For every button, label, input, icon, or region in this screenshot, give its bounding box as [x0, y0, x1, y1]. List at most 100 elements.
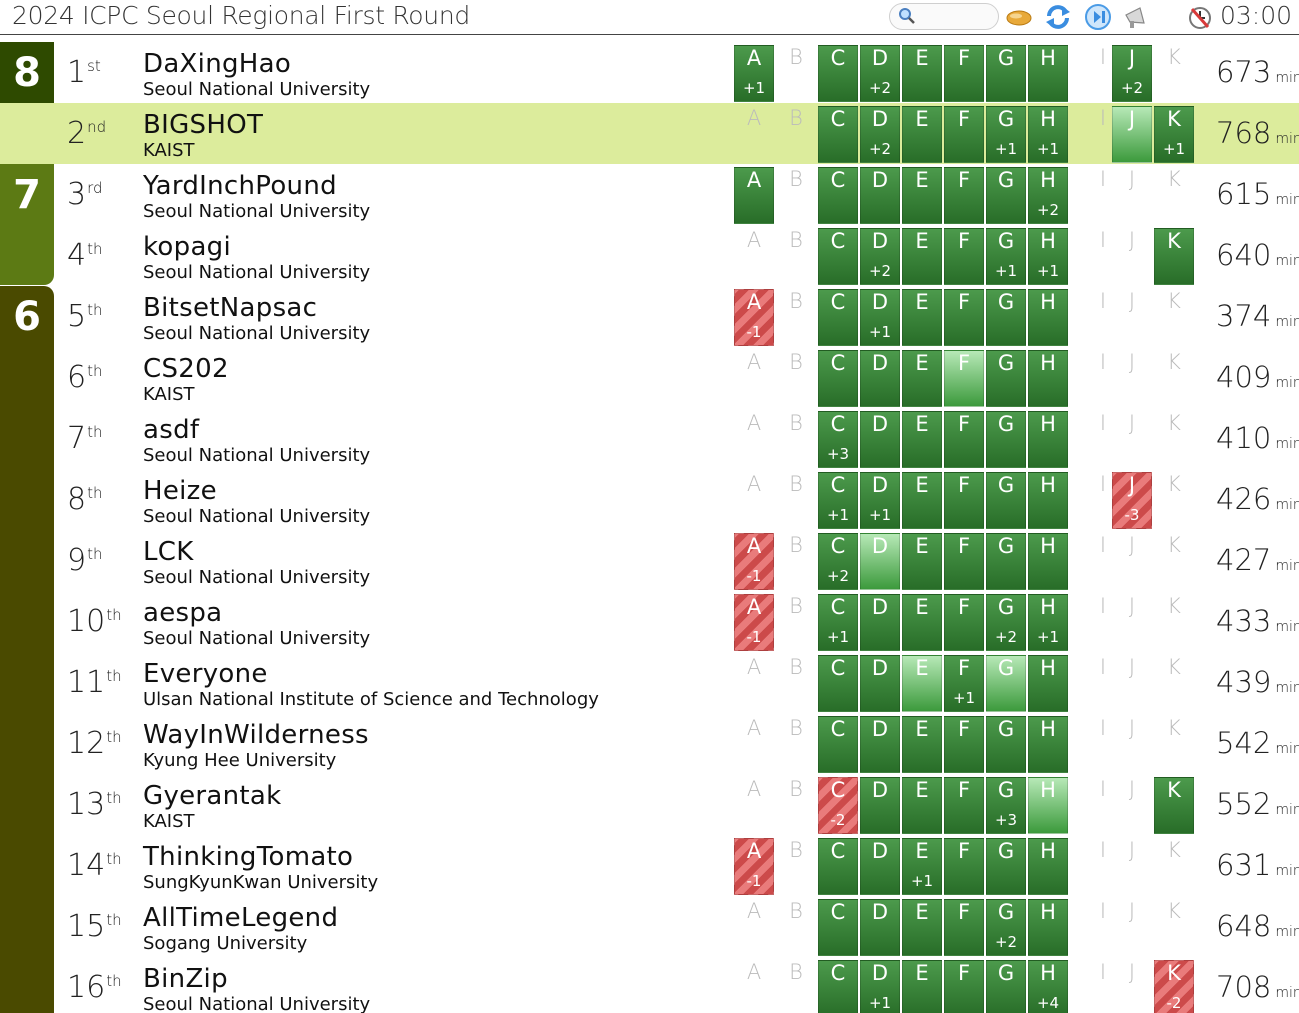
problem-cell[interactable]: G: [986, 533, 1026, 590]
problem-cell[interactable]: K: [1154, 45, 1194, 102]
problem-cell[interactable]: A: [734, 960, 774, 1013]
problem-cell[interactable]: I: [1083, 167, 1123, 224]
problem-cell[interactable]: K: [1154, 228, 1194, 285]
problem-cell[interactable]: J +2: [1112, 45, 1152, 102]
problem-cell[interactable]: E: [902, 777, 942, 834]
problem-cell[interactable]: C: [818, 899, 858, 956]
problem-cell[interactable]: J: [1112, 960, 1152, 1013]
problem-cell[interactable]: A +1: [734, 45, 774, 102]
problem-cell[interactable]: I: [1083, 289, 1123, 346]
problem-cell[interactable]: J: [1112, 350, 1152, 407]
problem-cell[interactable]: C: [818, 960, 858, 1013]
problem-cell[interactable]: B: [776, 777, 816, 834]
problem-cell[interactable]: F: [944, 899, 984, 956]
problem-cell[interactable]: F: [944, 228, 984, 285]
problem-cell[interactable]: G: [986, 45, 1026, 102]
problem-cell[interactable]: D: [860, 777, 900, 834]
problem-cell[interactable]: H +1: [1028, 228, 1068, 285]
problem-cell[interactable]: E: [902, 655, 942, 712]
problem-cell[interactable]: J -3: [1112, 472, 1152, 529]
team-row[interactable]: 4th kopagi Seoul National University A B C D +2…: [0, 225, 1299, 286]
problem-cell[interactable]: G: [986, 350, 1026, 407]
problem-cell[interactable]: K: [1154, 838, 1194, 895]
problem-cell[interactable]: J: [1112, 655, 1152, 712]
problem-cell[interactable]: C: [818, 45, 858, 102]
problem-cell[interactable]: G: [986, 960, 1026, 1013]
balloon-icon[interactable]: [1005, 3, 1033, 31]
problem-cell[interactable]: H: [1028, 899, 1068, 956]
problem-cell[interactable]: H: [1028, 289, 1068, 346]
problem-cell[interactable]: I: [1083, 777, 1123, 834]
problem-cell[interactable]: K: [1154, 899, 1194, 956]
problem-cell[interactable]: A: [734, 411, 774, 468]
problem-cell[interactable]: D +2: [860, 106, 900, 163]
problem-cell[interactable]: H: [1028, 716, 1068, 773]
problem-cell[interactable]: G +2: [986, 899, 1026, 956]
problem-cell[interactable]: D: [860, 533, 900, 590]
problem-cell[interactable]: D +1: [860, 960, 900, 1013]
problem-cell[interactable]: H: [1028, 411, 1068, 468]
problem-cell[interactable]: C: [818, 716, 858, 773]
problem-cell[interactable]: C +3: [818, 411, 858, 468]
problem-cell[interactable]: B: [776, 228, 816, 285]
problem-cell[interactable]: C +2: [818, 533, 858, 590]
problem-cell[interactable]: F: [944, 533, 984, 590]
problem-cell[interactable]: J: [1112, 777, 1152, 834]
problem-cell[interactable]: B: [776, 838, 816, 895]
problem-cell[interactable]: G +1: [986, 228, 1026, 285]
problem-cell[interactable]: G: [986, 167, 1026, 224]
team-row[interactable]: 7th asdf Seoul National University A B C +3 D E F…: [0, 408, 1299, 469]
problem-cell[interactable]: A: [734, 350, 774, 407]
problem-cell[interactable]: K: [1154, 167, 1194, 224]
problem-cell[interactable]: F: [944, 960, 984, 1013]
problem-cell[interactable]: E: [902, 716, 942, 773]
problem-cell[interactable]: E: [902, 594, 942, 651]
problem-cell[interactable]: G: [986, 655, 1026, 712]
problem-cell[interactable]: H: [1028, 45, 1068, 102]
problem-cell[interactable]: F: [944, 838, 984, 895]
problem-cell[interactable]: D: [860, 716, 900, 773]
problem-cell[interactable]: F: [944, 167, 984, 224]
problem-cell[interactable]: E: [902, 106, 942, 163]
problem-cell[interactable]: C: [818, 228, 858, 285]
problem-cell[interactable]: I: [1083, 45, 1123, 102]
next-icon[interactable]: [1084, 3, 1112, 31]
problem-cell[interactable]: H: [1028, 777, 1068, 834]
problem-cell[interactable]: A -1: [734, 838, 774, 895]
problem-cell[interactable]: E +1: [902, 838, 942, 895]
problem-cell[interactable]: D: [860, 350, 900, 407]
problem-cell[interactable]: I: [1083, 106, 1123, 163]
problem-cell[interactable]: E: [902, 289, 942, 346]
problem-cell[interactable]: A: [734, 716, 774, 773]
problem-cell[interactable]: K: [1154, 533, 1194, 590]
problem-cell[interactable]: F: [944, 45, 984, 102]
problem-cell[interactable]: D +2: [860, 45, 900, 102]
problem-cell[interactable]: K: [1154, 716, 1194, 773]
problem-cell[interactable]: D: [860, 655, 900, 712]
problem-cell[interactable]: B: [776, 106, 816, 163]
problem-cell[interactable]: K -2: [1154, 960, 1194, 1013]
problem-cell[interactable]: H: [1028, 533, 1068, 590]
problem-cell[interactable]: C: [818, 167, 858, 224]
problem-cell[interactable]: E: [902, 167, 942, 224]
problem-cell[interactable]: H: [1028, 838, 1068, 895]
problem-cell[interactable]: I: [1083, 228, 1123, 285]
problem-cell[interactable]: B: [776, 655, 816, 712]
problem-cell[interactable]: H +4: [1028, 960, 1068, 1013]
problem-cell[interactable]: I: [1083, 533, 1123, 590]
problem-cell[interactable]: C -2: [818, 777, 858, 834]
problem-cell[interactable]: I: [1083, 350, 1123, 407]
problem-cell[interactable]: F: [944, 594, 984, 651]
problem-cell[interactable]: J: [1112, 289, 1152, 346]
problem-cell[interactable]: F: [944, 350, 984, 407]
team-row[interactable]: 3rd YardInchPound Seoul National Universit…: [0, 164, 1299, 225]
problem-cell[interactable]: I: [1083, 838, 1123, 895]
problem-cell[interactable]: B: [776, 594, 816, 651]
problem-cell[interactable]: J: [1112, 899, 1152, 956]
problem-cell[interactable]: F +1: [944, 655, 984, 712]
problem-cell[interactable]: I: [1083, 655, 1123, 712]
problem-cell[interactable]: K: [1154, 350, 1194, 407]
problem-cell[interactable]: H: [1028, 350, 1068, 407]
problem-cell[interactable]: J: [1112, 533, 1152, 590]
problem-cell[interactable]: F: [944, 106, 984, 163]
